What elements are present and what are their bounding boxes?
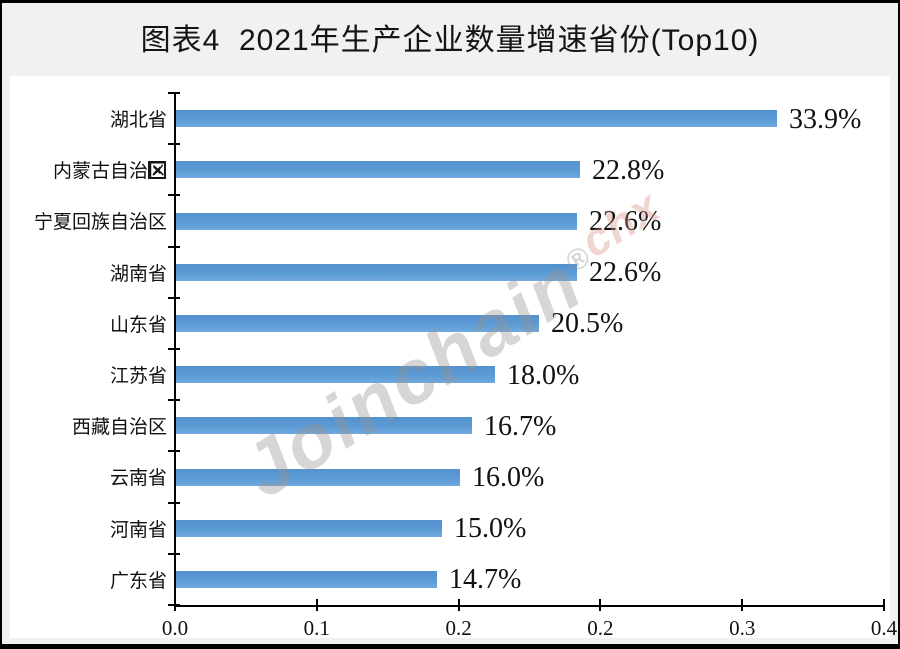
x-axis-tick xyxy=(174,599,176,611)
y-axis-tick xyxy=(168,501,180,504)
x-axis-tick-label: 0.0 xyxy=(161,616,189,640)
x-axis-tick xyxy=(741,599,744,611)
x-axis-tick xyxy=(315,599,318,611)
x-axis-tick-label: 0.2 xyxy=(445,616,472,640)
category-label: 湖北省 xyxy=(109,110,167,132)
category-label: 江苏省 xyxy=(109,366,167,388)
y-axis-tick xyxy=(168,92,180,94)
plot-layer: ✕ 0.0 0.1 0.2 0.2 0.3 0.4 湖北省 33.9% 内蒙古自治区 22.8% 宁… xyxy=(2,3,898,644)
bar xyxy=(176,263,577,281)
x-axis-tick-label: 0.4 xyxy=(870,616,898,640)
y-axis-tick xyxy=(168,194,180,197)
bar xyxy=(176,314,539,332)
y-axis-tick xyxy=(168,348,180,350)
y-axis-line xyxy=(174,93,176,607)
y-axis-tick xyxy=(168,450,180,453)
y-axis-tick xyxy=(168,296,180,299)
bar-value-label: 14.7% xyxy=(449,564,522,596)
category-label: 宁夏回族自治区 xyxy=(33,212,167,234)
y-axis-tick xyxy=(168,245,180,248)
bar-value-label: 22.8% xyxy=(592,154,665,186)
x-axis-tick xyxy=(457,599,460,611)
category-label: 云南省 xyxy=(109,468,167,490)
bar xyxy=(176,417,472,435)
x-axis-tick xyxy=(599,599,602,611)
bar xyxy=(176,366,495,384)
category-label: 西藏自治区 xyxy=(71,417,167,439)
x-axis-tick-label: 0.1 xyxy=(303,616,330,640)
bar-value-label: 18.0% xyxy=(507,359,580,391)
bar xyxy=(176,468,460,486)
broken-image-icon: ✕ xyxy=(148,161,166,179)
y-axis-tick xyxy=(168,143,180,146)
bar xyxy=(176,161,580,179)
category-label: 山东省 xyxy=(109,314,167,336)
bar-value-label: 22.6% xyxy=(589,257,662,289)
x-axis-tick-label: 0.2 xyxy=(587,616,614,640)
category-label: 河南省 xyxy=(109,519,167,541)
bar-value-label: 20.5% xyxy=(551,308,624,340)
y-axis-tick xyxy=(168,552,180,555)
bar-value-label: 15.0% xyxy=(454,513,527,545)
category-label: 湖南省 xyxy=(109,263,167,285)
category-label: 广东省 xyxy=(109,570,167,592)
category-label: 内蒙古自治区 xyxy=(52,161,167,183)
bar-value-label: 16.0% xyxy=(472,462,545,493)
bar xyxy=(176,519,442,537)
x-axis-tick xyxy=(883,599,885,611)
bar xyxy=(176,110,777,128)
y-axis-tick xyxy=(168,399,180,402)
chart-title: 图表4 2021年生产企业数量增速省份(Top10) xyxy=(140,24,760,57)
bar-value-label: 33.9% xyxy=(789,103,862,135)
bar xyxy=(176,212,577,230)
bar xyxy=(176,570,437,588)
bar-value-label: 16.7% xyxy=(484,410,557,442)
x-axis-line xyxy=(174,605,885,607)
x-axis-tick-label: 0.3 xyxy=(729,616,756,640)
bar-value-label: 22.6% xyxy=(589,206,662,237)
